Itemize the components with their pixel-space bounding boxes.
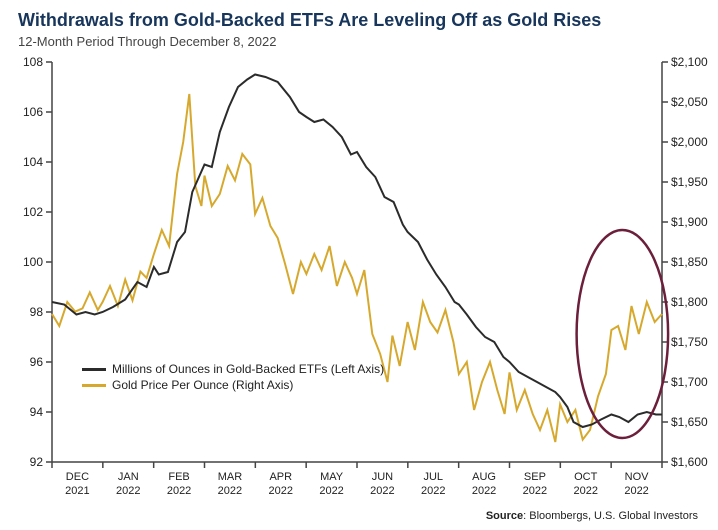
legend-row-etf: Millions of Ounces in Gold-Backed ETFs (… (82, 362, 384, 376)
svg-text:104: 104 (23, 155, 43, 169)
svg-text:2022: 2022 (167, 485, 191, 497)
svg-text:FEB: FEB (168, 471, 189, 483)
svg-text:$1,650: $1,650 (671, 415, 708, 429)
svg-text:$1,900: $1,900 (671, 215, 708, 229)
svg-text:$1,950: $1,950 (671, 175, 708, 189)
source-text: : Bloombergs, U.S. Global Investors (523, 510, 698, 522)
svg-text:JUL: JUL (423, 471, 443, 483)
svg-text:2022: 2022 (218, 485, 242, 497)
svg-text:96: 96 (30, 355, 44, 369)
svg-text:2022: 2022 (319, 485, 343, 497)
svg-text:2022: 2022 (523, 485, 547, 497)
svg-text:$1,850: $1,850 (671, 255, 708, 269)
chart-plot: 92 94 96 98 100 102 104 106 108 $1,600 $1,650 $1,70… (0, 0, 718, 530)
chart-container: Withdrawals from Gold-Backed ETFs Are Le… (0, 0, 718, 530)
svg-text:2022: 2022 (269, 485, 293, 497)
svg-text:$2,000: $2,000 (671, 135, 708, 149)
svg-text:$1,750: $1,750 (671, 335, 708, 349)
svg-text:$1,800: $1,800 (671, 295, 708, 309)
svg-text:92: 92 (30, 455, 44, 469)
svg-text:APR: APR (269, 471, 292, 483)
svg-text:108: 108 (23, 55, 43, 69)
svg-text:MAR: MAR (218, 471, 243, 483)
highlight-circle (577, 230, 669, 438)
svg-text:106: 106 (23, 105, 43, 119)
svg-text:2022: 2022 (421, 485, 445, 497)
svg-text:98: 98 (30, 305, 44, 319)
svg-text:AUG: AUG (472, 471, 496, 483)
svg-text:$1,600: $1,600 (671, 455, 708, 469)
svg-text:DEC: DEC (66, 471, 89, 483)
svg-text:102: 102 (23, 205, 43, 219)
chart-legend: Millions of Ounces in Gold-Backed ETFs (… (82, 362, 384, 394)
svg-text:MAY: MAY (320, 471, 344, 483)
svg-text:JUN: JUN (372, 471, 393, 483)
legend-swatch-gold (82, 384, 106, 387)
svg-text:2021: 2021 (65, 485, 89, 497)
svg-text:2022: 2022 (574, 485, 598, 497)
svg-text:JAN: JAN (118, 471, 139, 483)
legend-label-gold: Gold Price Per Ounce (Right Axis) (112, 378, 293, 392)
legend-swatch-etf (82, 368, 106, 371)
svg-text:2022: 2022 (624, 485, 648, 497)
svg-text:2022: 2022 (116, 485, 140, 497)
source-attribution: Source: Bloombergs, U.S. Global Investor… (486, 510, 698, 522)
svg-text:2022: 2022 (370, 485, 394, 497)
svg-text:94: 94 (30, 405, 44, 419)
svg-text:$2,050: $2,050 (671, 95, 708, 109)
svg-text:NOV: NOV (625, 471, 650, 483)
svg-text:$1,700: $1,700 (671, 375, 708, 389)
svg-text:2022: 2022 (472, 485, 496, 497)
svg-text:100: 100 (23, 255, 43, 269)
svg-text:OCT: OCT (574, 471, 598, 483)
legend-row-gold: Gold Price Per Ounce (Right Axis) (82, 378, 384, 392)
source-label: Source (486, 510, 523, 522)
svg-text:SEP: SEP (524, 471, 546, 483)
legend-label-etf: Millions of Ounces in Gold-Backed ETFs (… (112, 362, 384, 376)
svg-text:$2,100: $2,100 (671, 55, 708, 69)
